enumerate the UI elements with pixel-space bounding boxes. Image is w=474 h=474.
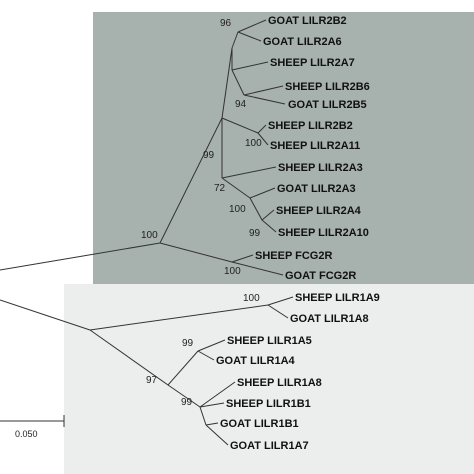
branch-c2	[249, 197, 263, 221]
bootstrap-value: 100	[141, 230, 158, 241]
bootstrap-value: 97	[146, 375, 158, 386]
bootstrap-value: 72	[214, 183, 226, 194]
branch-sheep-fcg2r	[231, 254, 254, 263]
leaf-label: SHEEP LILR1A9	[295, 292, 380, 304]
branch-goat-lilr2a6	[237, 31, 262, 42]
branch-sheep-lilr1a8	[199, 381, 236, 408]
branch-sheep-lilr2a11	[257, 132, 269, 146]
leaf-label: SHEEP LILR2A11	[270, 140, 360, 152]
branch-root-lower	[0, 299, 91, 331]
leaf-label: GOAT LILR1A8	[290, 313, 369, 325]
leaf-label: SHEEP LILR1A8	[237, 377, 322, 389]
bootstrap-value: 100	[245, 138, 262, 149]
branch-goat-lilr1a7	[205, 424, 229, 446]
branch-sheep-lilr1a9	[267, 296, 294, 306]
branch-a1	[231, 31, 239, 49]
branch-sheep-lilr2a10	[261, 219, 277, 233]
branch-sheep-lilr2a4	[261, 209, 275, 221]
branch-sheep-lilr1b1	[199, 402, 225, 408]
branch-b	[221, 117, 259, 134]
leaf-label: SHEEP LILR2A3	[278, 162, 363, 174]
leaf-label: GOAT LILR2B2	[268, 15, 347, 27]
branch-lilr1-b	[89, 329, 169, 386]
branch-sheep-lilr2a7	[231, 61, 269, 71]
upper-clade-background	[93, 12, 474, 284]
branch-a3	[231, 69, 245, 96]
leaf-label: GOAT LILR2A6	[263, 36, 342, 48]
leaf-label: GOAT LILR2A3	[277, 183, 356, 195]
branch-lilr1-a	[89, 304, 269, 331]
bootstrap-value: 99	[249, 228, 261, 239]
bootstrap-value: 94	[235, 99, 247, 110]
lower-clade-background	[64, 284, 474, 474]
leaf-label: GOAT FCG2R	[285, 270, 356, 282]
leaf-label: GOAT LILR1B1	[220, 418, 299, 430]
leaf-label: GOAT LILR2B5	[288, 99, 367, 111]
leaf-labels: GOAT LILR2B2 GOAT LILR2A6 SHEEP LILR2A7 …	[216, 15, 380, 452]
bootstrap-value: 100	[243, 293, 260, 304]
branch-upper-main	[159, 117, 223, 244]
leaf-label: SHEEP LILR2A7	[270, 57, 355, 69]
branch-fcg2r	[159, 242, 233, 263]
bootstrap-values: 96 94 100 99 72 100 99 100 100 100 99 97…	[141, 18, 262, 408]
leaf-label: SHEEP LILR1A5	[227, 335, 312, 347]
branch-lilr1-b2	[167, 384, 201, 408]
branch-sheep-lilr2a3	[221, 166, 277, 179]
branch-goat-lilr2a3	[249, 187, 276, 199]
branch-goat-fcg2r	[231, 261, 284, 276]
leaf-label: SHEEP LILR2A4	[276, 205, 362, 217]
bootstrap-value: 100	[229, 204, 246, 215]
leaf-label: GOAT LILR1A7	[230, 440, 309, 452]
branch-goat-lilr1b1	[205, 422, 219, 426]
scale-bar-label: 0.050	[15, 429, 38, 439]
branch-sheep-lilr1a5	[197, 339, 226, 352]
branch-goat-lilr1a8	[267, 304, 289, 319]
branch-goat-lilr2b5	[243, 94, 286, 105]
scale-bar: 0.050	[0, 415, 65, 439]
branch-sheep-lilr2b2	[257, 124, 267, 134]
leaf-label: SHEEP LILR1B1	[226, 398, 311, 410]
bootstrap-value: 96	[220, 18, 232, 29]
bootstrap-value: 99	[203, 150, 215, 161]
bootstrap-value: 99	[181, 397, 193, 408]
bootstrap-value: 100	[224, 266, 241, 277]
bootstrap-value: 99	[182, 338, 194, 349]
branch-lilr1-b3	[199, 406, 207, 426]
branch-a	[221, 47, 233, 119]
branch-c1	[221, 177, 251, 199]
leaf-label: SHEEP LILR2A10	[278, 227, 369, 239]
branch-goat-lilr1a4	[197, 350, 215, 361]
branch-goat-lilr2b2	[237, 19, 267, 33]
branch-sheep-lilr2b6	[243, 85, 284, 96]
leaf-label: SHEEP LILR2B6	[285, 81, 370, 93]
leaf-label: SHEEP FCG2R	[255, 250, 332, 262]
tree-branches	[0, 19, 294, 446]
leaf-label: GOAT LILR1A4	[216, 355, 296, 367]
branch-root-upper	[0, 242, 161, 271]
branch-lilr1-b1	[167, 350, 199, 386]
leaf-label: SHEEP LILR2B2	[268, 120, 353, 132]
